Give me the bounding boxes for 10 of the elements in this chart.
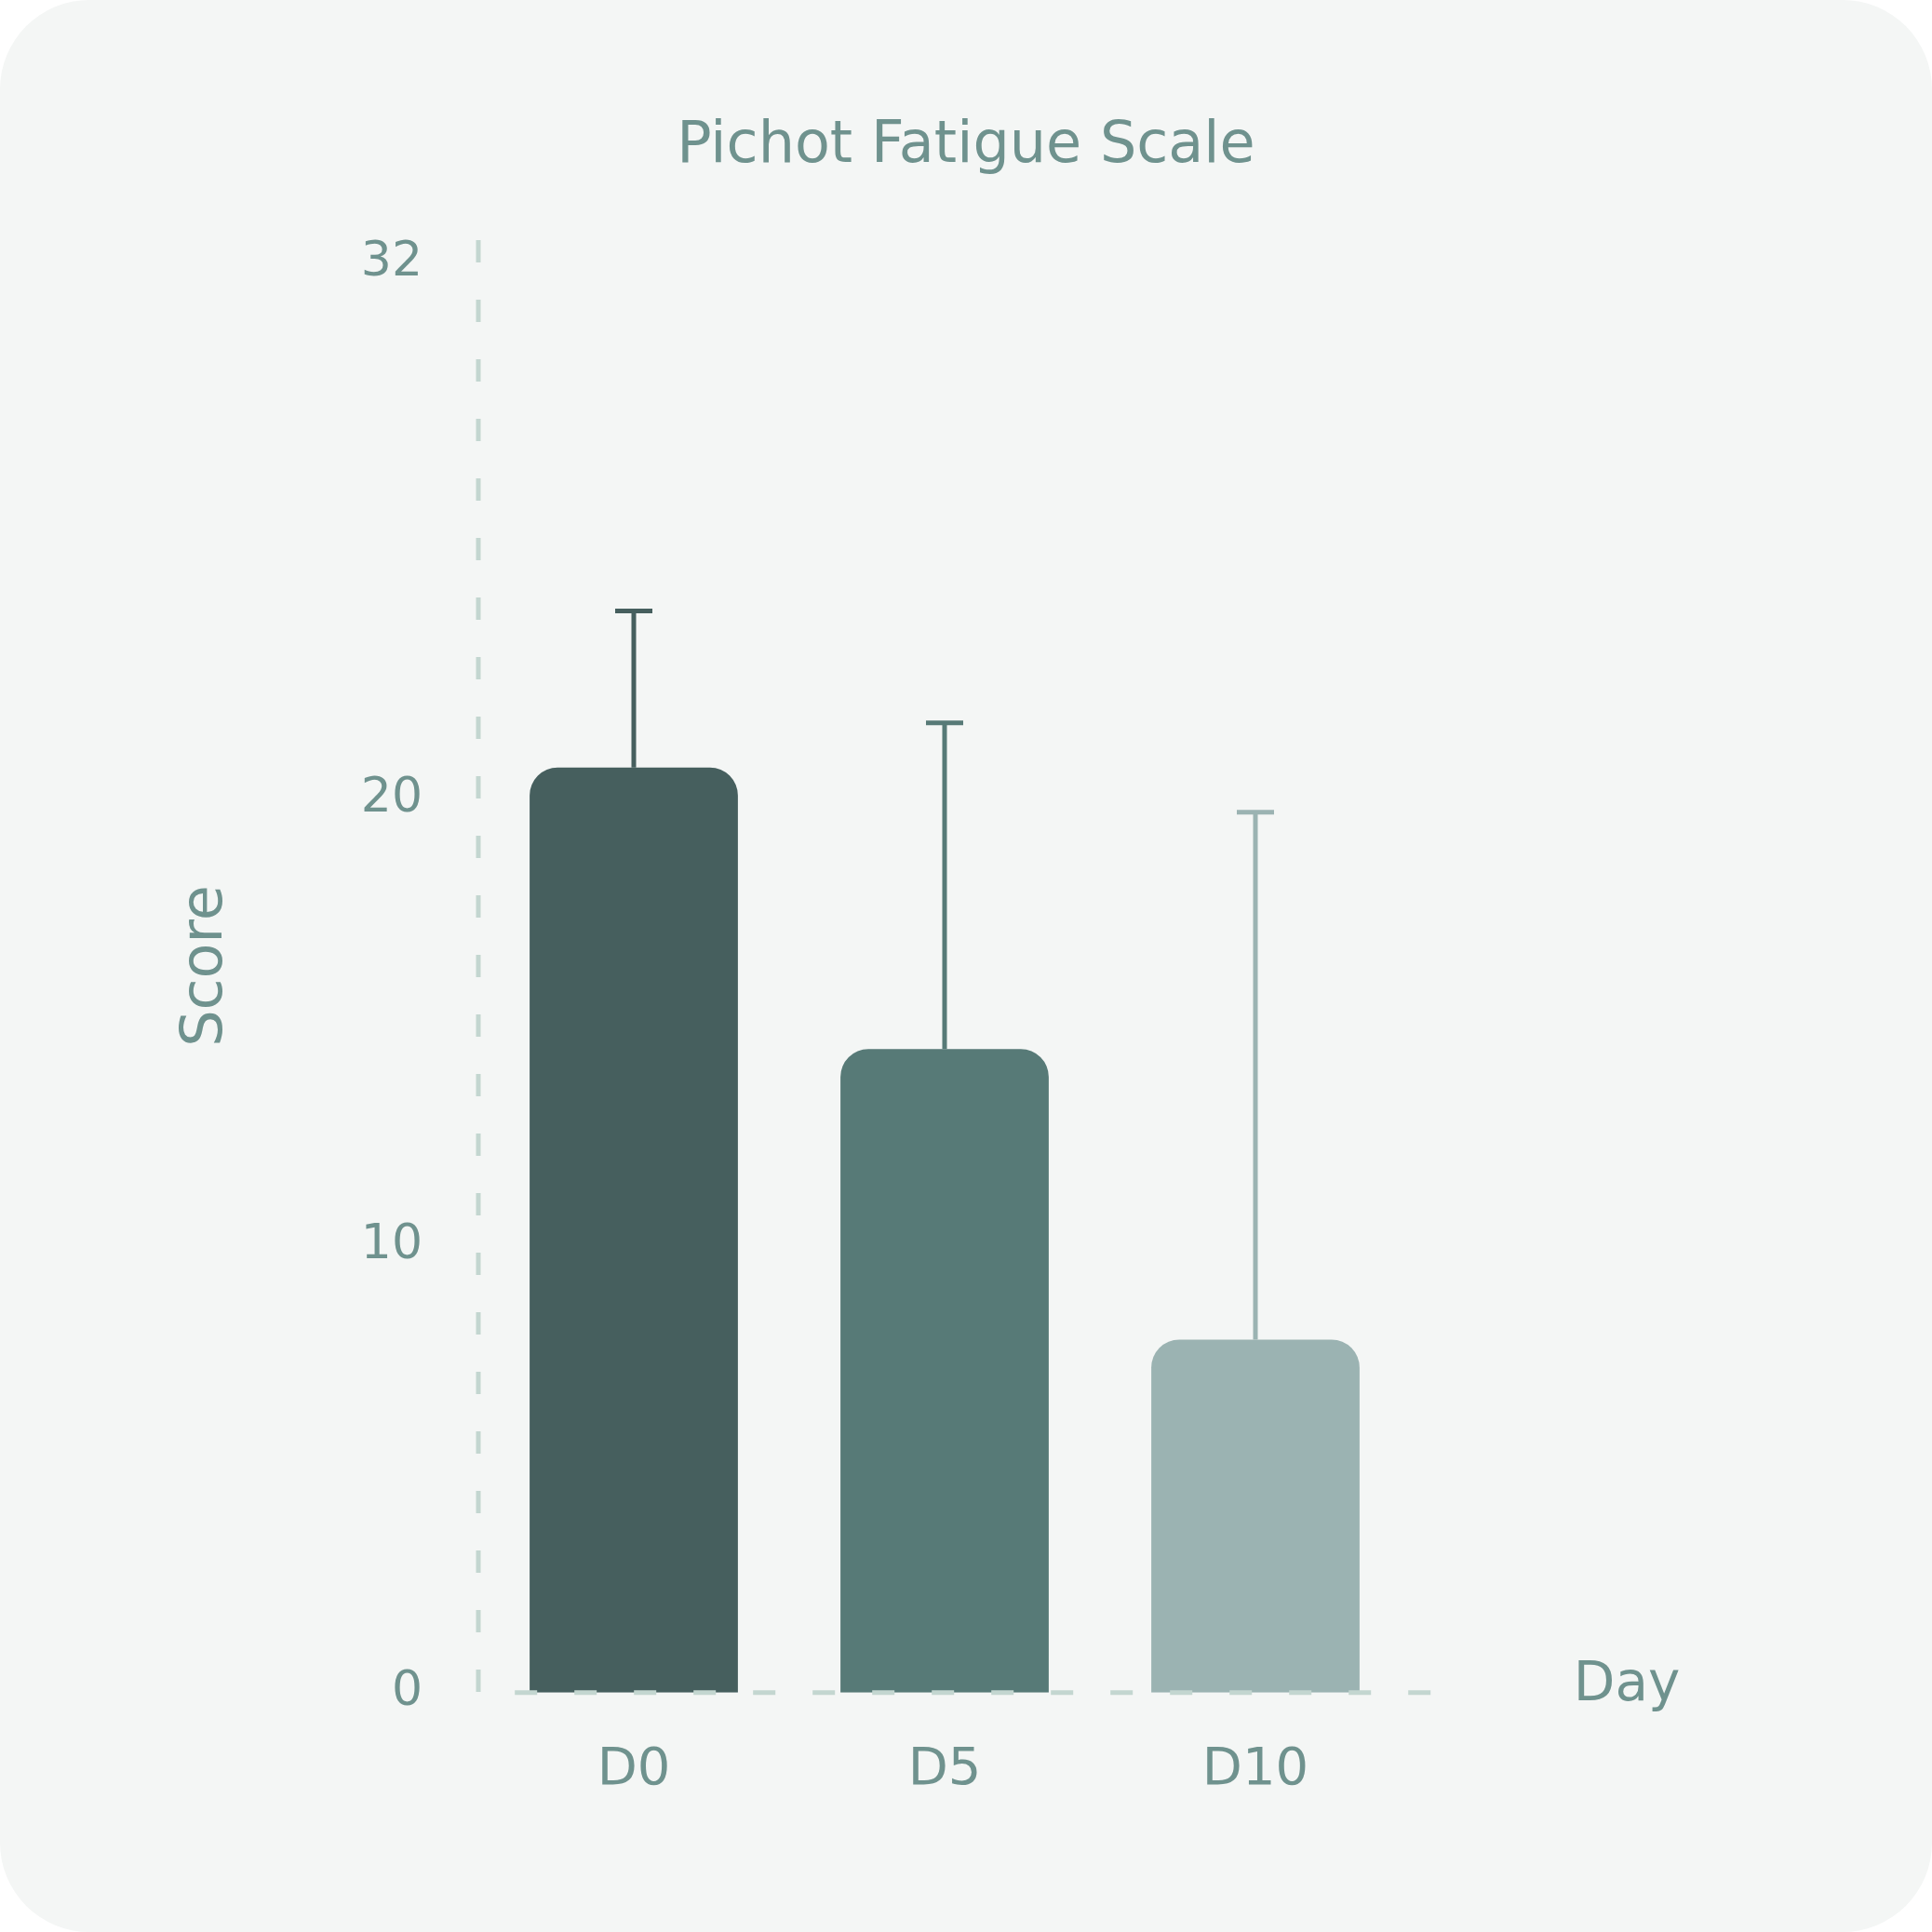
y-tick-label: 0 xyxy=(391,1660,423,1717)
y-tick-label: 32 xyxy=(360,230,423,287)
y-axis-title: Score xyxy=(168,885,236,1047)
x-tick-label: D5 xyxy=(907,1735,982,1796)
x-tick-label: D0 xyxy=(597,1735,671,1796)
y-tick-label: 20 xyxy=(360,766,423,823)
chart-title: Pichot Fatigue Scale xyxy=(677,108,1255,177)
x-tick-label: D10 xyxy=(1201,1735,1309,1796)
x-axis-title: Day xyxy=(1573,1650,1681,1714)
y-tick-label: 10 xyxy=(360,1214,423,1270)
